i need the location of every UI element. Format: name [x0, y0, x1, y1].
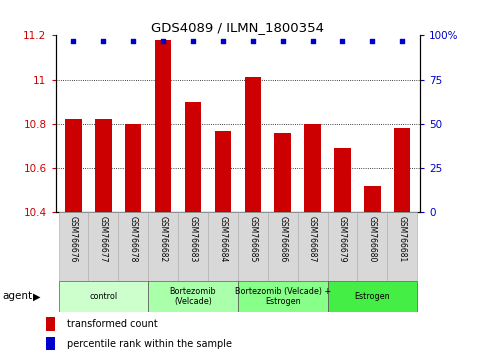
FancyBboxPatch shape	[118, 212, 148, 281]
Bar	[215, 131, 231, 212]
Bar	[244, 78, 261, 212]
Text: Estrogen: Estrogen	[355, 292, 390, 301]
FancyBboxPatch shape	[148, 212, 178, 281]
Point	[70, 38, 77, 44]
Point	[369, 38, 376, 44]
Text: GSM766686: GSM766686	[278, 216, 287, 262]
FancyBboxPatch shape	[58, 281, 148, 312]
Bar	[46, 317, 55, 331]
FancyBboxPatch shape	[238, 281, 327, 312]
FancyBboxPatch shape	[268, 212, 298, 281]
Bar	[334, 148, 351, 212]
Bar	[95, 119, 112, 212]
Point	[398, 38, 406, 44]
FancyBboxPatch shape	[387, 212, 417, 281]
Text: GSM766685: GSM766685	[248, 216, 257, 262]
FancyBboxPatch shape	[327, 281, 417, 312]
Point	[249, 38, 256, 44]
Point	[189, 38, 197, 44]
Text: control: control	[89, 292, 117, 301]
FancyBboxPatch shape	[298, 212, 327, 281]
Text: GSM766679: GSM766679	[338, 216, 347, 262]
Text: GSM766676: GSM766676	[69, 216, 78, 262]
Text: agent: agent	[2, 291, 32, 302]
FancyBboxPatch shape	[357, 212, 387, 281]
Bar	[155, 40, 171, 212]
Bar	[65, 119, 82, 212]
Text: GSM766684: GSM766684	[218, 216, 227, 262]
Bar	[304, 124, 321, 212]
Text: GSM766687: GSM766687	[308, 216, 317, 262]
FancyBboxPatch shape	[58, 212, 88, 281]
Bar	[394, 129, 411, 212]
Title: GDS4089 / ILMN_1800354: GDS4089 / ILMN_1800354	[151, 21, 325, 34]
Text: transformed count: transformed count	[67, 319, 157, 329]
FancyBboxPatch shape	[327, 212, 357, 281]
Bar	[125, 124, 142, 212]
Text: GSM766680: GSM766680	[368, 216, 377, 262]
FancyBboxPatch shape	[208, 212, 238, 281]
Text: Bortezomib (Velcade) +
Estrogen: Bortezomib (Velcade) + Estrogen	[235, 287, 331, 306]
Point	[279, 38, 286, 44]
Point	[339, 38, 346, 44]
Text: Bortezomib
(Velcade): Bortezomib (Velcade)	[170, 287, 216, 306]
Point	[159, 38, 167, 44]
Bar	[46, 337, 55, 350]
Text: ▶: ▶	[33, 291, 41, 302]
Text: GSM766678: GSM766678	[129, 216, 138, 262]
FancyBboxPatch shape	[178, 212, 208, 281]
FancyBboxPatch shape	[238, 212, 268, 281]
FancyBboxPatch shape	[88, 212, 118, 281]
Bar	[364, 186, 381, 212]
Bar	[185, 102, 201, 212]
Point	[309, 38, 316, 44]
Text: GSM766681: GSM766681	[398, 216, 407, 262]
Text: GSM766683: GSM766683	[188, 216, 198, 262]
Point	[129, 38, 137, 44]
Text: GSM766677: GSM766677	[99, 216, 108, 262]
FancyBboxPatch shape	[148, 281, 238, 312]
Point	[219, 38, 227, 44]
Text: GSM766682: GSM766682	[158, 216, 168, 262]
Point	[99, 38, 107, 44]
Text: percentile rank within the sample: percentile rank within the sample	[67, 339, 232, 349]
Bar	[274, 133, 291, 212]
